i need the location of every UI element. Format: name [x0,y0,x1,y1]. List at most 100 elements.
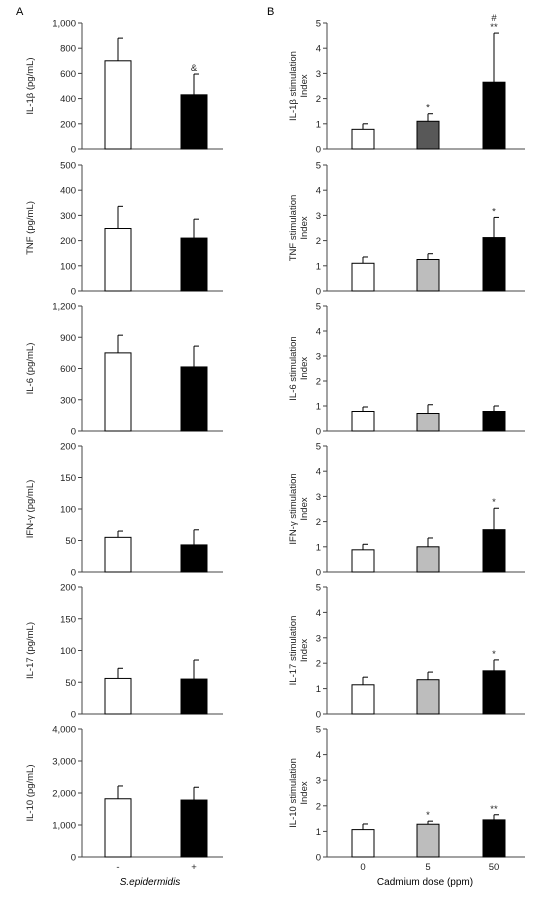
y-tick-label: 5 [316,161,321,172]
y-tick-label: 4 [316,467,321,478]
y-tick-label: 0 [316,568,321,579]
y-axis-label: TNF stimulationIndex [288,195,310,262]
chart-tnf-si: 0 1 2 3 4 5 TNF stimulationIndex * [288,161,525,298]
y-tick-label: 800 [60,44,76,55]
y-tick-label: 3 [316,69,321,80]
bar [180,237,208,292]
x-tick-label: 5 [425,862,430,873]
y-tick-label: 2 [316,801,321,812]
y-tick-label: 0 [71,710,76,721]
bar [351,549,375,573]
y-tick-label: 2 [316,236,321,247]
significance-annotation: # [491,13,497,24]
bar [482,81,506,150]
y-axis-label: IL-1β stimulationIndex [288,51,310,121]
y-tick-label: 100 [60,505,76,516]
y-axis-label: IL-17 stimulationIndex [288,616,310,686]
bar [104,677,132,715]
y-tick-label: 300 [60,211,76,222]
bar [351,684,375,715]
significance-annotation: * [492,206,496,217]
y-tick-label: 1 [316,542,321,553]
bar [482,819,506,858]
y-tick-label: 50 [65,536,76,547]
x-tick-label: + [191,862,197,873]
significance-annotation: * [426,103,430,114]
significance-annotation: * [492,649,496,660]
bar [482,670,506,715]
bar [180,94,208,150]
y-tick-label: 0 [71,853,76,864]
panel-label-b: B [267,6,274,18]
bar [416,546,440,573]
y-tick-label: 300 [60,395,76,406]
y-axis-label: IL-10 stimulationIndex [288,758,310,828]
bar [180,799,208,858]
chart-il17-pgml: 0 50 100 150 200 IL-17 (pg/mL) [25,583,223,721]
y-axis-label: TNF (pg/mL) [25,201,36,255]
chart-ifng-pgml: 0 50 100 150 200 IFN-γ (pg/mL) [25,442,223,579]
y-tick-label: 0 [71,427,76,438]
y-tick-label: 4,000 [52,725,76,736]
x-tick-label: 50 [489,862,500,873]
y-tick-label: 4 [316,327,321,338]
y-tick-label: 50 [65,678,76,689]
y-axis-label: IL-17 (pg/mL) [25,622,36,679]
y-tick-label: 0 [316,427,321,438]
bar [416,823,440,858]
y-tick-label: 2 [316,94,321,105]
y-tick-label: 3 [316,633,321,644]
y-axis-label: IFN-γ (pg/mL) [25,480,36,539]
y-tick-label: 1 [316,827,321,838]
y-tick-label: 1,200 [52,302,76,313]
bar [104,352,132,432]
bar [351,128,375,150]
y-tick-label: 100 [60,646,76,657]
y-tick-label: 4 [316,750,321,761]
y-tick-label: 1 [316,119,321,130]
y-tick-label: 5 [316,442,321,453]
bar [104,798,132,858]
significance-annotation: * [492,497,496,508]
y-tick-label: 150 [60,614,76,625]
x-tick-label: - [116,862,119,873]
y-tick-label: 5 [316,583,321,594]
significance-annotation: * [426,810,430,821]
chart-il17-si: 0 1 2 3 4 5 IL-17 stimulationIndex * [288,583,525,721]
y-tick-label: 1 [316,261,321,272]
y-tick-label: 1,000 [52,19,76,30]
bar [104,60,132,150]
chart-il10-pgml: 0 1,000 2,000 3,000 4,000 IL-10 (pg/mL) - + [25,725,223,873]
y-tick-label: 900 [60,333,76,344]
bar [482,411,506,432]
y-tick-label: 3 [316,776,321,787]
y-tick-label: 0 [71,568,76,579]
y-tick-label: 5 [316,725,321,736]
y-tick-label: 500 [60,161,76,172]
bar [482,237,506,292]
y-tick-label: 0 [71,287,76,298]
y-axis-label: IL-6 stimulationIndex [288,336,310,400]
bar [180,544,208,573]
significance-annotation: & [191,63,198,74]
chart-il6-pgml: 0 300 600 900 1,200 IL-6 (pg/mL) [25,302,223,438]
y-axis-label: IL-1β (pg/mL) [25,57,36,114]
y-tick-label: 0 [316,145,321,156]
chart-il1b-pgml: 0 200 400 600 800 1,000 IL-1β (pg/mL) & [25,19,223,156]
y-tick-label: 200 [60,442,76,453]
y-tick-label: 5 [316,302,321,313]
bar [104,228,132,292]
y-tick-label: 400 [60,186,76,197]
bar [351,411,375,432]
bar [104,536,132,573]
y-tick-label: 0 [316,287,321,298]
bar [416,413,440,432]
y-tick-label: 200 [60,583,76,594]
y-tick-label: 200 [60,119,76,130]
bar [416,120,440,150]
y-tick-label: 4 [316,44,321,55]
bar [482,529,506,573]
